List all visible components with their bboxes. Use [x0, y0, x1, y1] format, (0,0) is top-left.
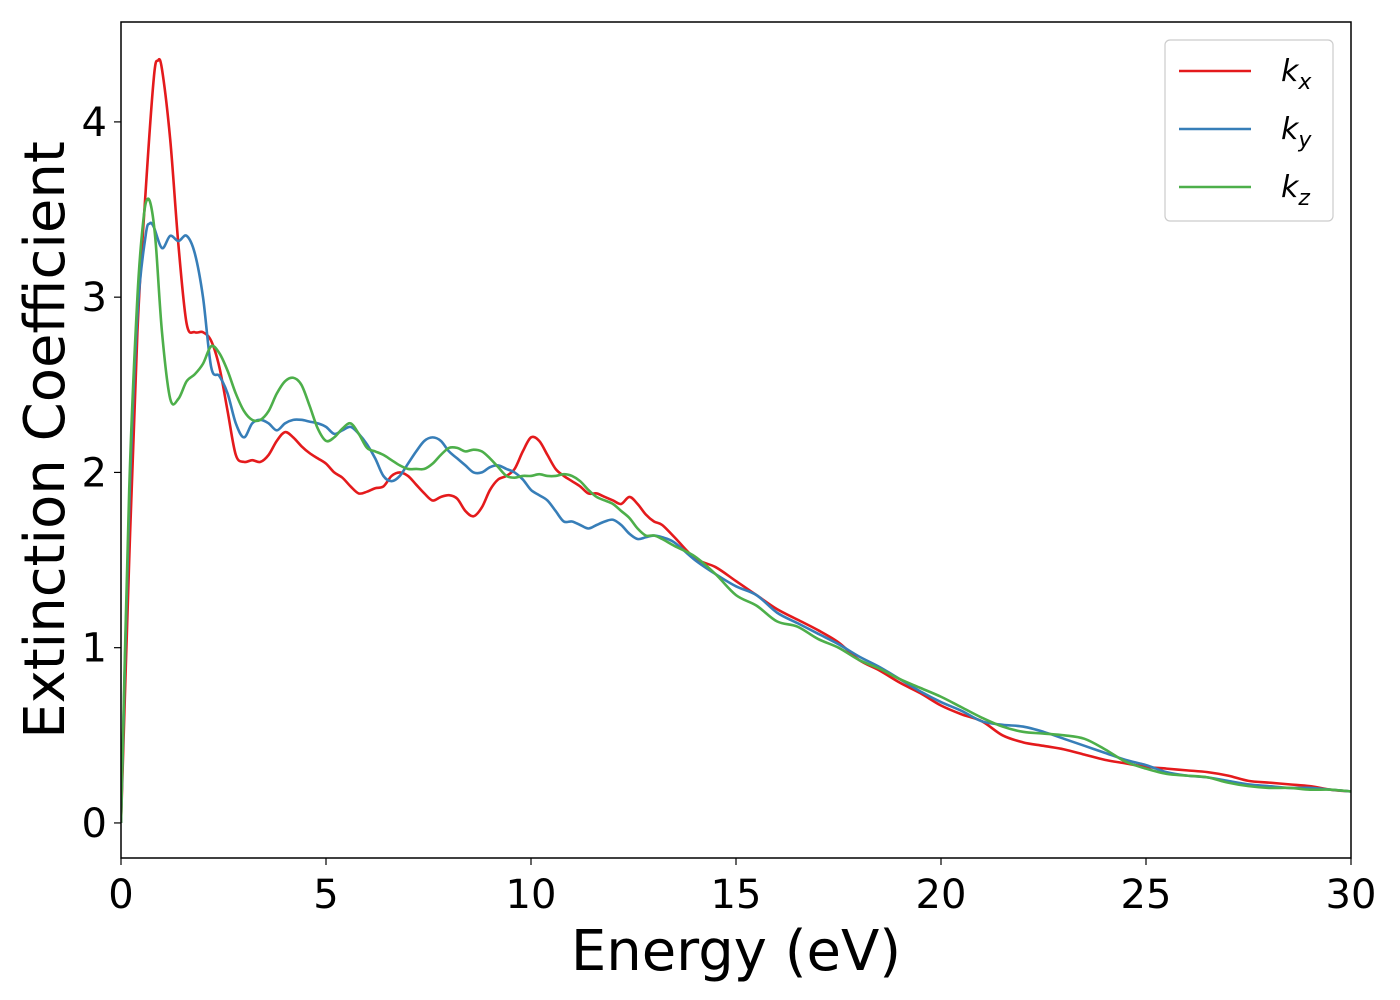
y-tick-label: 3 [82, 275, 107, 321]
legend-box [1164, 39, 1334, 222]
legend-label-y: ky [1281, 112, 1312, 153]
y-axis-title: Extinction Coefficient [13, 141, 78, 739]
series-line-x [121, 57, 1351, 823]
series-line-z [121, 197, 1351, 823]
x-tick-label: 0 [108, 872, 133, 918]
x-tick-label: 25 [1121, 872, 1172, 918]
legend-label-subscript: x [1297, 70, 1312, 95]
y-tick-label: 4 [82, 100, 107, 146]
legend-label-subscript: y [1297, 128, 1312, 153]
x-tick-label: 20 [916, 872, 967, 918]
legend-label-z: kz [1281, 170, 1310, 211]
y-tick-label: 0 [82, 801, 107, 847]
x-axis-title: Energy (eV) [571, 919, 901, 984]
y-axis-ticks: 0 1 2 3 4 [82, 100, 121, 847]
legend-label-base: k [1281, 54, 1300, 89]
legend-label-subscript: z [1297, 186, 1310, 211]
x-tick-label: 10 [506, 872, 557, 918]
x-axis-ticks: 0 5 10 15 20 25 30 [108, 858, 1376, 918]
x-tick-label: 15 [711, 872, 762, 918]
x-tick-label: 30 [1326, 872, 1377, 918]
series-lines [121, 57, 1351, 823]
x-tick-label: 5 [313, 872, 338, 918]
y-tick-label: 2 [82, 450, 107, 496]
legend-label-base: k [1281, 112, 1300, 147]
y-tick-label: 1 [82, 626, 107, 672]
legend-label-base: k [1281, 170, 1300, 205]
legend-label-x: kx [1281, 54, 1312, 95]
series-line-y [121, 221, 1351, 823]
